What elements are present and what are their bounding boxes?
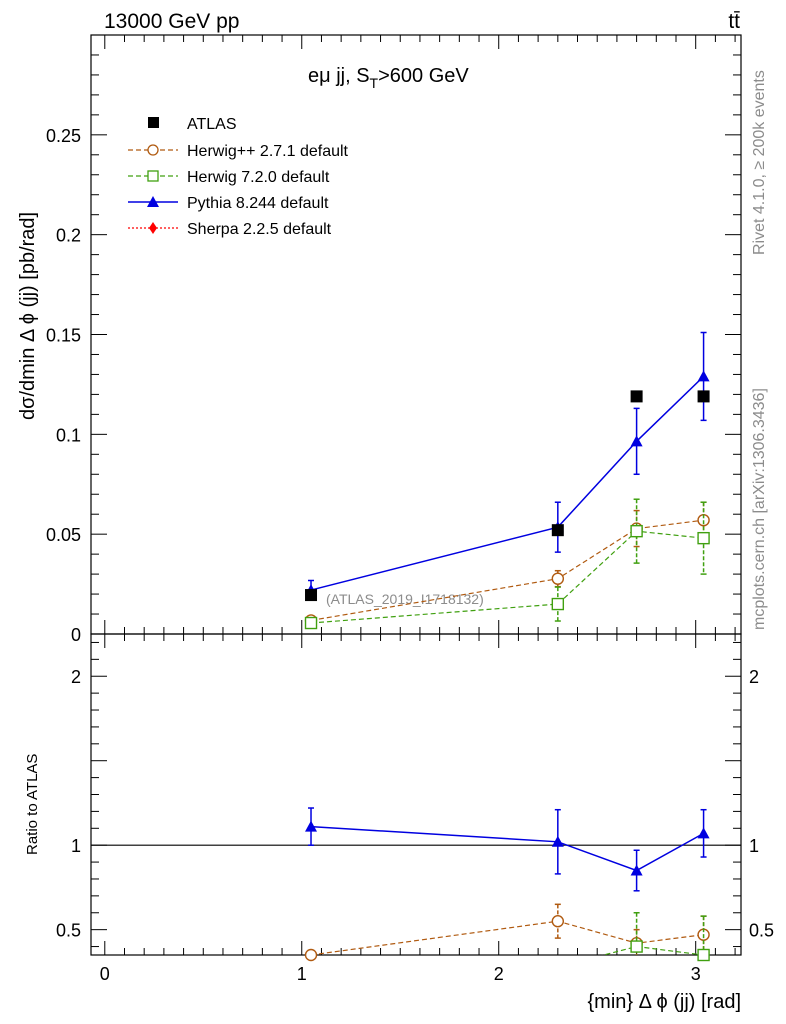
ratio-herwig-7-2-0-default-point <box>697 948 710 962</box>
legend-marker-atlas <box>148 117 159 128</box>
ratio-pythia-8-244-default-point <box>305 820 318 832</box>
main-pythia-8-244-default-line <box>310 375 705 591</box>
ratio-y-tick-label-right: 0.5 <box>749 921 774 941</box>
plot-title: eμ jj, ST>600 GeV <box>308 65 469 91</box>
y-tick-label: 0.15 <box>46 326 81 346</box>
main-y-axis-label: dσ/dmin Δ ϕ (jj) [pb/rad] <box>17 212 39 420</box>
main-herwig-7-2-0-default-point <box>697 531 710 545</box>
x-tick-label: 0 <box>100 964 110 984</box>
main-pythia-8-244-default-point <box>697 370 710 382</box>
plot-title-sub: T <box>370 75 379 91</box>
legend-marker-herwig7 <box>147 170 159 182</box>
x-tick-label: 3 <box>691 964 701 984</box>
legend-label-herwig7: Herwig 7.2.0 default <box>187 169 330 186</box>
ratio-herwigpp-2-7-1-default-point <box>551 915 565 928</box>
ratio-plot-frame <box>90 633 742 956</box>
x-axis-label: {min} Δ ϕ (jj) [rad] <box>588 991 742 1013</box>
ratio-y-tick-label-right: 2 <box>749 667 759 687</box>
legend-label-herwigpp: Herwig++ 2.7.1 default <box>187 143 349 160</box>
y-tick-label: 0 <box>71 625 81 645</box>
axis-ticks: 0 1 2 3 0 0.05 0.1 0.15 0.2 0.25 0.5 0.5 1 1 2 2 <box>46 34 774 984</box>
x-tick-label: 2 <box>494 964 504 984</box>
legend-label-pythia: Pythia 8.244 default <box>187 195 329 212</box>
ratio-y-axis-label: Ratio to ATLAS <box>24 754 41 855</box>
x-tick-label: 1 <box>297 964 307 984</box>
ratio-pythia-8-244-default-point <box>697 827 710 839</box>
main-herwig-7-2-0-default-point <box>551 597 565 611</box>
legend-label-atlas: ATLAS <box>187 116 237 133</box>
main-atlas-point <box>630 390 643 403</box>
legend-marker-herwigpp <box>147 144 159 156</box>
ratio-y-tick-label: 1 <box>71 836 81 856</box>
main-herwig-7-2-0-default-point <box>304 616 318 630</box>
mcplots-label: mcplots.cern.ch [arXiv:1306.3436] <box>751 388 768 630</box>
analysis-watermark: (ATLAS_2019_I1718132) <box>326 591 484 607</box>
main-atlas-point <box>697 390 710 403</box>
legend-marker-pythia <box>147 196 159 207</box>
main-herwig-7-2-0-default-line <box>310 530 704 624</box>
main-atlas-point <box>305 589 318 602</box>
data-series <box>304 331 710 962</box>
main-atlas-point <box>551 524 564 537</box>
ratio-herwigpp-2-7-1-default-line <box>310 920 704 955</box>
y-tick-label: 0.25 <box>46 126 81 146</box>
process-label: tt̄ <box>728 10 740 33</box>
ratio-pythia-8-244-default-line <box>310 825 704 872</box>
main-herwigpp-2-7-1-default-point <box>551 572 565 585</box>
legend-marker-sherpa <box>149 222 157 234</box>
energy-label: 13000 GeV pp <box>104 10 239 33</box>
legend: ATLAS Herwig++ 2.7.1 default Herwig 7.2.… <box>128 116 349 238</box>
legend-label-sherpa: Sherpa 2.2.5 default <box>187 221 332 238</box>
rivet-label: Rivet 4.1.0, ≥ 200k events <box>751 70 768 255</box>
ratio-herwig-7-2-0-default-line <box>601 945 704 955</box>
ratio-pythia-8-244-default-point <box>630 864 643 876</box>
main-herwigpp-2-7-1-default-line <box>310 519 704 622</box>
main-pythia-8-244-default-point <box>630 435 643 447</box>
y-tick-label: 0.1 <box>56 425 81 445</box>
ratio-herwig-7-2-0-default-point <box>630 940 643 953</box>
plot-title-main: eμ jj, S <box>308 65 370 87</box>
main-herwig-7-2-0-default-point <box>630 524 643 538</box>
ratio-y-tick-label: 0.5 <box>56 921 81 941</box>
ratio-pythia-8-244-default-point <box>551 835 564 847</box>
ratio-herwigpp-2-7-1-default-point <box>304 948 318 962</box>
ratio-y-tick-label: 2 <box>71 667 81 687</box>
plot-title-rest: >600 GeV <box>378 65 469 87</box>
y-tick-label: 0.05 <box>46 525 81 545</box>
y-tick-label: 0.2 <box>56 226 81 246</box>
ratio-y-tick-label-right: 1 <box>749 836 759 856</box>
